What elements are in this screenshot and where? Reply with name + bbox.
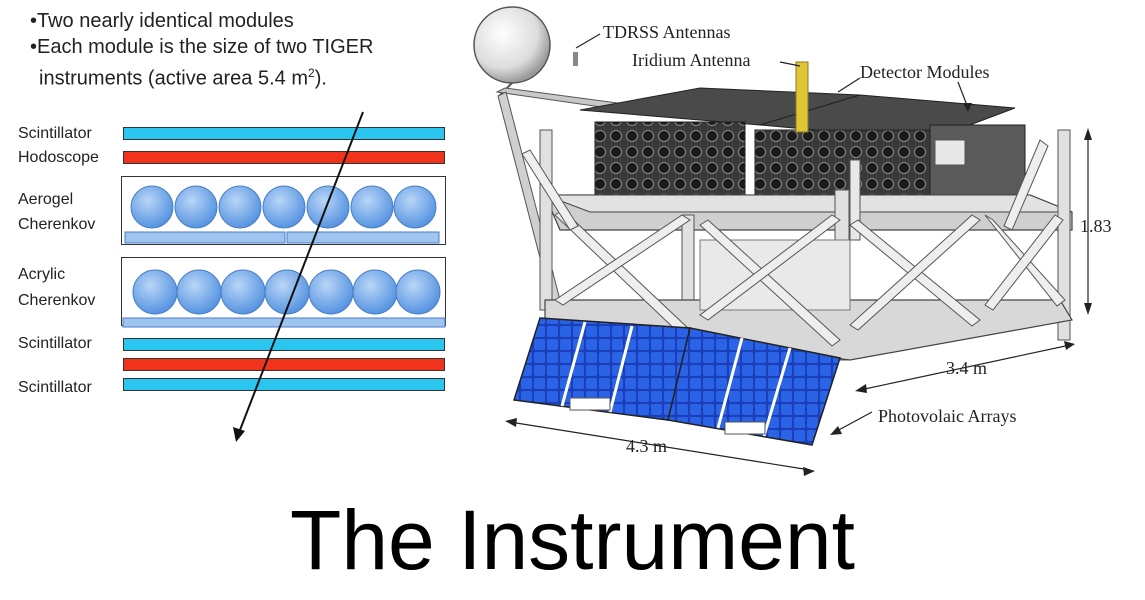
iridium-antenna	[795, 61, 809, 133]
hodoscope-bar	[123, 151, 445, 164]
bullet-module-size: •Each module is the size of two TIGER	[30, 36, 374, 58]
photovoltaic-arrowhead	[830, 426, 842, 435]
label-acrylic-cherenkov: Cherenkov	[18, 292, 96, 309]
scintillator-top-bar	[123, 127, 445, 140]
width-arrow-right	[803, 467, 815, 476]
label-acrylic: Acrylic	[18, 266, 66, 283]
photovoltaic-arrays-label: Photovolaic Arrays	[878, 406, 1017, 426]
aerogel-radiator-left	[124, 231, 286, 244]
width-dimension-line	[509, 421, 811, 471]
width-arrow-left	[505, 418, 517, 427]
iridium-antenna-label: Iridium Antenna	[632, 50, 751, 70]
label-hodoscope: Hodoscope	[18, 149, 99, 166]
detector-modules-callout-line-2	[837, 77, 861, 93]
bullet-superscript: 2	[308, 66, 315, 80]
strut	[699, 219, 841, 347]
bullet-active-area-text: instruments (active area 5.4 m	[39, 67, 308, 90]
particle-track-line	[239, 111, 364, 431]
pmt-circle	[262, 185, 306, 229]
tdrss-antennas-label: TDRSS Antennas	[603, 22, 731, 42]
pmt-circle	[130, 185, 174, 229]
lower-frame	[544, 299, 1073, 361]
bullet-end-text: ).	[314, 67, 327, 90]
height-arrow-bottom	[1084, 303, 1092, 315]
solar-panel-divider	[560, 321, 587, 407]
detector-modules-arrowhead	[963, 103, 972, 112]
pmt-circle	[393, 185, 437, 229]
instrument-illustration	[473, 6, 1092, 476]
solar-array-gap	[569, 397, 611, 411]
bullet-module-size-cont: instruments (active area 5.4 m2).	[30, 60, 450, 92]
solar-panel-divider	[608, 325, 634, 413]
bullet-list: •Two nearly identical modules •Each modu…	[30, 8, 450, 92]
corner-post-right-front-inner	[849, 159, 861, 241]
strut	[699, 214, 841, 321]
label-aerogel-cherenkov: Cherenkov	[18, 216, 96, 233]
depth-dimension-label: 3.4 m	[946, 358, 988, 378]
detector-modules-label: Detector Modules	[860, 62, 990, 82]
upper-deck-top	[544, 194, 1073, 213]
pmt-circle	[350, 185, 394, 229]
solar-panel-divider	[762, 347, 792, 437]
strut	[554, 214, 691, 306]
bullet-two-modules: •Two nearly identical modules	[30, 10, 294, 32]
corner-post-right-back	[1057, 129, 1071, 341]
detector-stack-diagram	[122, 111, 446, 442]
aerogel-radiator-right	[286, 231, 440, 244]
strut	[849, 214, 981, 331]
label-aerogel: Aerogel	[18, 191, 74, 208]
pmt-circle	[395, 269, 441, 315]
label-scintillator-top: Scintillator	[18, 125, 92, 142]
solar-panel-divider	[716, 337, 744, 429]
aerogel-pmt-row	[130, 185, 437, 229]
strut-group	[521, 139, 1066, 347]
solar-array-gap	[724, 421, 766, 435]
slide-title: The Instrument	[290, 493, 855, 587]
iridium-callout-line	[779, 61, 801, 67]
detector-module-front-left	[594, 121, 746, 201]
pmt-circle	[174, 185, 218, 229]
photovoltaic-callout-line	[834, 411, 873, 433]
corner-post-left-front	[539, 129, 553, 311]
depth-dimension-line	[859, 344, 1071, 391]
depth-arrow-right	[1064, 341, 1075, 350]
electronics-panel	[934, 139, 966, 166]
height-arrow-top	[1084, 128, 1092, 140]
label-scintillator-mid: Scintillator	[18, 335, 92, 352]
particle-track-arrowhead	[233, 427, 245, 442]
tdrss-antenna-element	[573, 52, 578, 66]
height-dimension-label: 1.83	[1080, 216, 1112, 236]
pmt-circle	[218, 185, 262, 229]
width-dimension-label: 4.3 m	[626, 436, 668, 456]
strut	[984, 214, 1064, 311]
scintillator-bottom-bar	[123, 378, 445, 391]
strut	[1003, 139, 1049, 231]
tdrss-sphere-antenna	[473, 6, 551, 84]
depth-arrow-left	[855, 384, 867, 393]
strut	[521, 149, 579, 231]
label-scintillator-bottom: Scintillator	[18, 379, 92, 396]
scintillator-red-bar	[123, 358, 445, 371]
tdrss-callout-line	[575, 33, 601, 49]
scintillator-mid-bar	[123, 338, 445, 351]
pmt-circle	[306, 185, 350, 229]
